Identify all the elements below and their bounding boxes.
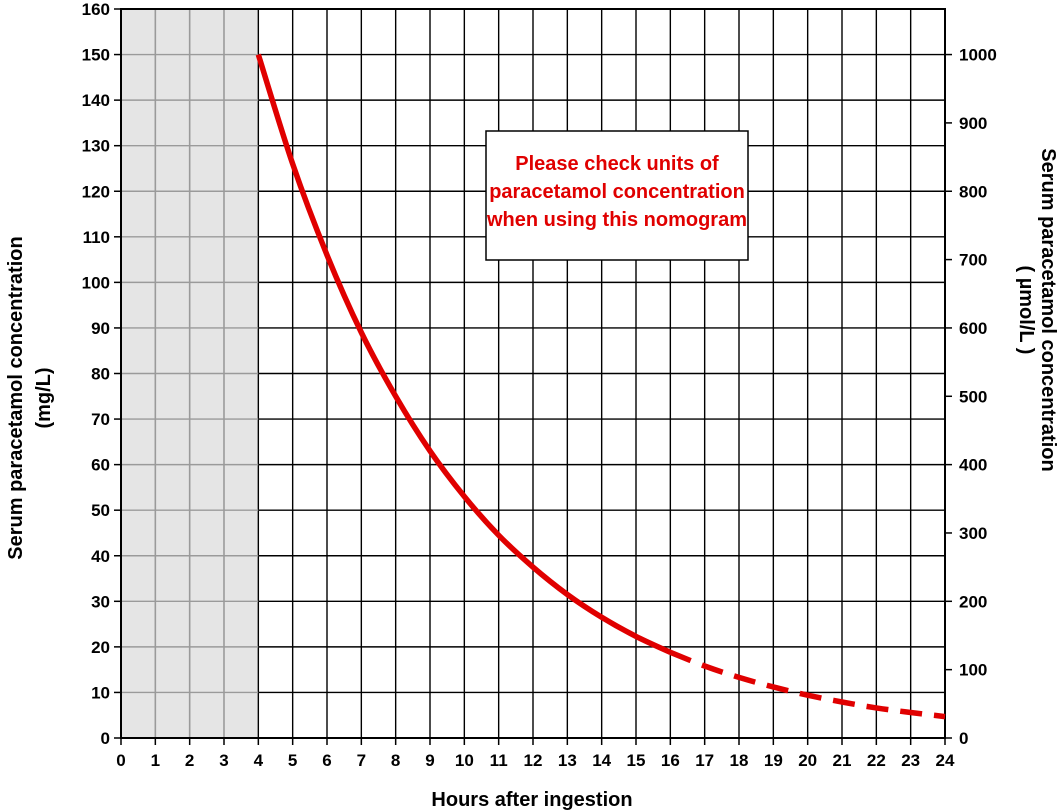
x-tick-label: 12 <box>524 751 543 770</box>
x-tick-label: 17 <box>695 751 714 770</box>
left-y-tick-label: 90 <box>91 319 110 338</box>
right-y-tick-label: 800 <box>959 182 987 201</box>
x-tick-label: 14 <box>592 751 611 770</box>
x-tick-label: 11 <box>490 751 508 770</box>
left-y-tick-label: 120 <box>82 182 110 201</box>
right-y-tick-label: 300 <box>959 524 987 543</box>
x-tick-label: 4 <box>254 751 264 770</box>
right-y-tick-label: 1000 <box>959 46 997 65</box>
left-y-axis-ticks: 0 10 20 30 40 50 60 70 80 90 100 110 120 130 140 150 160 <box>82 0 121 748</box>
left-y-tick-label: 20 <box>91 638 110 657</box>
left-y-tick-label: 80 <box>91 365 110 384</box>
left-y-tick-label: 100 <box>82 273 110 292</box>
x-tick-label: 5 <box>288 751 297 770</box>
annotation-line-1: Please check units of <box>515 153 719 175</box>
x-tick-label: 6 <box>322 751 331 770</box>
left-y-tick-label: 130 <box>82 137 110 156</box>
x-tick-label: 13 <box>558 751 577 770</box>
x-tick-label: 19 <box>764 751 783 770</box>
annotation-line-2: paracetamol concentration <box>489 181 745 203</box>
left-y-tick-label: 10 <box>91 683 110 702</box>
treatment-line-dashed <box>669 649 946 720</box>
x-tick-label: 23 <box>901 751 920 770</box>
x-tick-label: 3 <box>219 751 228 770</box>
x-tick-label: 15 <box>627 751 646 770</box>
right-y-tick-label: 600 <box>959 319 987 338</box>
right-y-tick-label: 400 <box>959 456 987 475</box>
x-axis-ticks: 0 1 2 3 4 5 6 7 8 9 10 11 12 13 14 15 16 17 18 19 20 21 22 23 24 <box>116 738 955 770</box>
left-y-tick-label: 140 <box>82 91 110 110</box>
x-tick-label: 9 <box>425 751 434 770</box>
treatment-line-solid <box>255 53 672 655</box>
left-y-tick-label: 110 <box>83 228 110 247</box>
left-y-tick-label: 30 <box>91 592 110 611</box>
left-y-axis-title-line-1: Serum paracetamol concentration <box>5 236 27 559</box>
x-tick-label: 18 <box>730 751 749 770</box>
left-y-tick-label: 160 <box>82 0 110 19</box>
x-tick-label: 10 <box>455 751 474 770</box>
left-y-tick-label: 150 <box>82 46 110 65</box>
grid <box>120 8 946 739</box>
left-y-tick-label: 60 <box>91 456 110 475</box>
annotation-line-3: when using this nomogram <box>486 209 747 231</box>
right-y-tick-label: 900 <box>959 114 987 133</box>
right-y-tick-label: 0 <box>959 729 968 748</box>
x-tick-label: 16 <box>661 751 680 770</box>
right-y-axis-ticks: 0 100 200 300 400 500 600 700 800 900 1000 <box>945 46 997 748</box>
left-y-tick-label: 0 <box>101 729 110 748</box>
series-layer <box>255 53 946 720</box>
right-y-axis-title-line-1: Serum paracetamol concentration <box>1037 148 1059 471</box>
x-axis-title: Hours after ingestion <box>431 789 632 811</box>
x-tick-label: 22 <box>867 751 886 770</box>
left-y-axis-title-line-2: (mg/L) <box>33 367 55 428</box>
right-y-tick-label: 200 <box>959 592 987 611</box>
x-tick-label: 2 <box>185 751 194 770</box>
x-tick-label: 21 <box>833 751 852 770</box>
left-y-tick-label: 40 <box>91 547 110 566</box>
right-y-tick-label: 700 <box>959 251 987 270</box>
x-tick-label: 0 <box>116 751 125 770</box>
x-tick-label: 7 <box>357 751 366 770</box>
right-y-axis-title-line-2: ( µmol/L ) <box>1015 266 1037 355</box>
x-tick-label: 1 <box>151 751 160 770</box>
x-tick-label: 20 <box>798 751 817 770</box>
left-y-tick-label: 50 <box>91 501 110 520</box>
x-tick-label: 8 <box>391 751 400 770</box>
left-y-tick-label: 70 <box>91 410 110 429</box>
right-y-tick-label: 100 <box>959 661 987 680</box>
x-tick-label: 24 <box>936 751 955 770</box>
right-y-tick-label: 500 <box>959 387 987 406</box>
annotation-box: Please check units of paracetamol concen… <box>485 130 749 261</box>
